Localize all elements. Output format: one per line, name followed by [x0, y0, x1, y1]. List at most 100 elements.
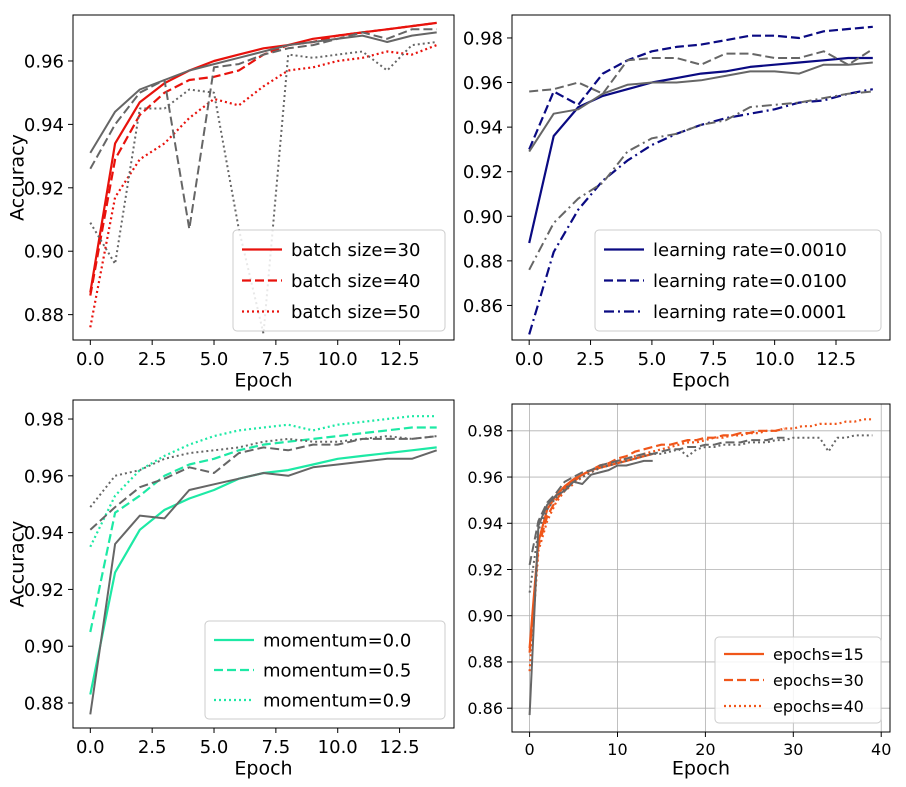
x-tick-label: 7.5 — [262, 349, 291, 370]
x-tick-label: 0.0 — [515, 349, 544, 370]
legend-label: epochs=15 — [773, 645, 864, 664]
x-tick-label: 0 — [524, 740, 534, 759]
y-tick-label: 0.94 — [467, 514, 503, 533]
x-tick-label: 10.0 — [755, 349, 795, 370]
x-tick-label: 30 — [783, 740, 803, 759]
legend: learning rate=0.0010 learning rate=0.0100… — [594, 229, 882, 332]
y-tick-label: 0.92 — [24, 178, 64, 199]
x-tick-label: 7.5 — [699, 349, 728, 370]
x-tick-label: 12.5 — [816, 349, 856, 370]
chart-panel-top-right: 0.0 2.5 5.0 7.5 10.0 12.5 0.86 0.88 0.90 0.92 0.94… — [463, 14, 891, 392]
baseline-series-line — [528, 61, 873, 153]
y-tick-label: 0.96 — [463, 73, 503, 94]
series-line — [528, 25, 873, 150]
legend-box — [204, 620, 446, 720]
x-tick-label: 10 — [607, 740, 627, 759]
x-tick-label: 10.0 — [318, 737, 358, 758]
legend-label: momentum=0.0 — [263, 630, 411, 651]
x-tick-label: 5.0 — [200, 737, 229, 758]
chart-panel-top-left: 0.0 2.5 5.0 7.5 10.0 12.5 0.88 0.90 0.92 0.94 0.96… — [7, 14, 455, 392]
y-tick-label: 0.92 — [463, 162, 503, 183]
plot-area — [528, 25, 874, 335]
y-tick-label: 0.94 — [24, 523, 64, 544]
plot-frame — [511, 14, 891, 341]
y-tick-label: 0.96 — [467, 468, 503, 487]
series-line — [89, 426, 437, 633]
y-tick-label: 0.90 — [463, 207, 503, 228]
series-line — [528, 418, 873, 672]
plot-area — [528, 418, 873, 716]
legend-label: learning rate=0.0010 — [653, 240, 847, 261]
x-axis-label: Epoch — [672, 757, 730, 779]
series-line — [528, 56, 873, 244]
legend-label: batch size=30 — [291, 240, 420, 261]
legend: batch size=30 batch size=40 batch size=50 — [232, 229, 446, 332]
y-tick-label: 0.92 — [24, 580, 64, 601]
plot-frame — [72, 399, 455, 729]
x-axis-label: Epoch — [672, 370, 730, 392]
y-tick-label: 0.88 — [24, 305, 64, 326]
chart-panel-bottom-right: 0 10 20 30 40 0.86 0.88 0.90 0.92 0.94 0.96 0.98 Epo… — [467, 403, 891, 779]
x-tick-label: 0.0 — [76, 737, 105, 758]
plot-area — [89, 415, 438, 715]
y-tick-label: 0.90 — [467, 606, 503, 625]
baseline-series-line — [89, 435, 437, 531]
baseline-series-line — [89, 449, 438, 715]
x-tick-label: 5.0 — [638, 349, 667, 370]
baseline-series-line — [528, 434, 873, 593]
baseline-series-line — [528, 90, 873, 271]
y-axis-label: Accuracy — [7, 521, 29, 608]
legend-label: batch size=50 — [291, 302, 420, 323]
baseline-series-line — [528, 459, 653, 716]
legend-label: momentum=0.9 — [263, 690, 411, 711]
x-tick-label: 40 — [871, 740, 891, 759]
y-tick-label: 0.94 — [24, 115, 64, 136]
y-tick-label: 0.94 — [463, 118, 503, 139]
y-tick-label: 0.96 — [24, 51, 64, 72]
legend-box — [232, 229, 446, 332]
y-tick-label: 0.90 — [24, 242, 64, 263]
series-line — [528, 452, 653, 649]
x-axis-label: Epoch — [234, 370, 292, 392]
legend-box — [714, 636, 882, 724]
x-tick-label: 5.0 — [200, 349, 229, 370]
x-tick-label: 12.5 — [380, 737, 420, 758]
y-tick-label: 0.90 — [24, 637, 64, 658]
x-tick-label: 7.5 — [262, 737, 291, 758]
series-line — [528, 427, 785, 653]
x-tick-label: 12.5 — [380, 349, 420, 370]
legend-label: momentum=0.5 — [263, 660, 411, 681]
baseline-series-line — [529, 48, 874, 95]
y-tick-label: 0.88 — [463, 251, 503, 272]
legend-label: batch size=40 — [291, 271, 420, 292]
x-tick-label: 2.5 — [138, 737, 167, 758]
x-tick-label: 2.5 — [576, 349, 605, 370]
y-tick-label: 0.96 — [24, 466, 64, 487]
x-tick-label: 0.0 — [76, 349, 105, 370]
y-tick-label: 0.86 — [463, 296, 503, 317]
series-line — [89, 415, 437, 548]
legend-label: learning rate=0.0100 — [653, 271, 847, 292]
baseline-series-line — [89, 31, 437, 154]
baseline-series-line — [528, 436, 785, 566]
x-tick-label: 20 — [695, 740, 715, 759]
y-tick-label: 0.92 — [467, 560, 503, 579]
y-tick-label: 0.86 — [467, 699, 503, 718]
legend-label: learning rate=0.0001 — [653, 302, 847, 323]
y-tick-label: 0.88 — [467, 653, 503, 672]
legend: epochs=15 epochs=30 epochs=40 — [714, 636, 882, 724]
plot-frame — [72, 14, 455, 341]
y-tick-label: 0.98 — [467, 422, 503, 441]
legend-label: epochs=40 — [773, 697, 864, 716]
baseline-series-line — [89, 28, 437, 230]
y-tick-label: 0.98 — [463, 28, 503, 49]
legend: momentum=0.0 momentum=0.5 momentum=0.9 — [204, 620, 446, 720]
y-tick-label: 0.98 — [24, 410, 64, 431]
x-tick-label: 2.5 — [138, 349, 167, 370]
chart-panel-bottom-left: 0.0 2.5 5.0 7.5 10.0 12.5 0.88 0.90 0.92 0.94 0.96… — [7, 399, 455, 780]
plot-frame — [511, 403, 891, 733]
legend-box — [594, 229, 882, 332]
y-tick-label: 0.88 — [24, 693, 64, 714]
legend-label: epochs=30 — [773, 671, 864, 690]
